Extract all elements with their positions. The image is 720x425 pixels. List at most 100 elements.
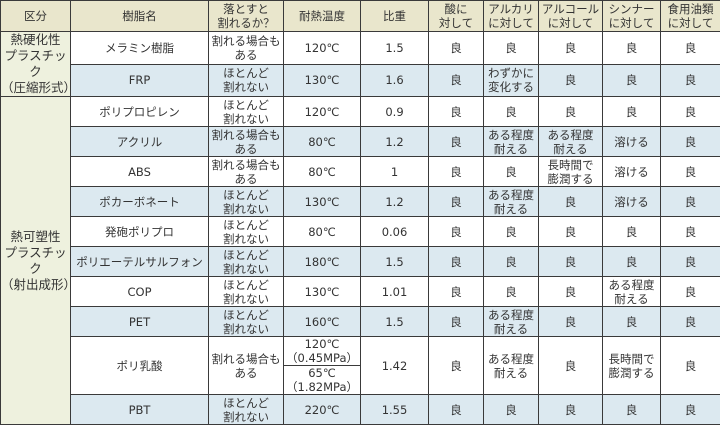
specific-gravity-cell: 1.2 xyxy=(361,127,429,157)
acid-cell: 良 xyxy=(429,337,484,395)
specific-gravity-cell: 0.9 xyxy=(361,97,429,127)
header-drop-resistance: 落とすと 割れるか？ xyxy=(209,1,284,32)
resin-name-cell: ポリ乳酸 xyxy=(71,337,209,395)
heat-resistance-cell: 80℃ xyxy=(284,157,361,187)
edible-oil-cell: 良 xyxy=(661,217,720,247)
heat-resistance-cell: 180℃ xyxy=(284,247,361,277)
resin-name-cell: アクリル xyxy=(71,127,209,157)
heat-resistance-cell: 80℃ xyxy=(284,217,361,247)
acid-cell: 良 xyxy=(429,307,484,337)
alkali-cell: ある程度 耐える xyxy=(484,127,539,157)
alcohol-cell: 良 xyxy=(539,277,603,307)
thinner-cell: 溶ける xyxy=(603,157,661,187)
resin-name-cell: 発砲ポリプロ xyxy=(71,217,209,247)
alkali-cell: 良 xyxy=(484,97,539,127)
resin-name-cell: COP xyxy=(71,277,209,307)
drop-resistance-cell: ほとんど 割れない xyxy=(209,217,284,247)
thinner-cell: 良 xyxy=(603,247,661,277)
resin-name-cell: FRP xyxy=(71,64,209,97)
drop-resistance-cell: ほとんど 割れない xyxy=(209,64,284,97)
acid-cell: 良 xyxy=(429,217,484,247)
alcohol-cell: 良 xyxy=(539,395,603,425)
header-alcohol: アルコール に対して xyxy=(539,1,603,32)
resin-name-cell: ポカーボネート xyxy=(71,187,209,217)
heat-resistance-cell: 130℃ xyxy=(284,277,361,307)
category-cell: 熱可塑性 プラスチック （射出成形） xyxy=(1,97,71,425)
specific-gravity-cell: 1.42 xyxy=(361,337,429,395)
edible-oil-cell: 良 xyxy=(661,157,720,187)
resin-name-cell: PET xyxy=(71,307,209,337)
alcohol-cell: 良 xyxy=(539,97,603,127)
resin-name-cell: PBT xyxy=(71,395,209,425)
alcohol-cell: 良 xyxy=(539,247,603,277)
category-cell: 熱硬化性 プラスチック （圧縮形式） xyxy=(1,32,71,97)
thinner-cell: 溶ける xyxy=(603,127,661,157)
acid-cell: 良 xyxy=(429,32,484,65)
specific-gravity-cell: 1.2 xyxy=(361,187,429,217)
edible-oil-cell: 良 xyxy=(661,337,720,395)
edible-oil-cell: 良 xyxy=(661,64,720,97)
specific-gravity-cell: 1.55 xyxy=(361,395,429,425)
alcohol-cell: 良 xyxy=(539,217,603,247)
drop-resistance-cell: ほとんど 割れない xyxy=(209,395,284,425)
drop-resistance-cell: 割れる場合も ある xyxy=(209,157,284,187)
header-alkali: アルカリ に対して xyxy=(484,1,539,32)
drop-resistance-cell: 割れる場合も ある xyxy=(209,32,284,65)
heat-resistance-cell: 120℃ （0.45MPa） xyxy=(284,337,361,366)
drop-resistance-cell: ほとんど 割れない xyxy=(209,307,284,337)
specific-gravity-cell: 1.5 xyxy=(361,247,429,277)
resin-name-cell: ポリエーテルサルフォン xyxy=(71,247,209,277)
specific-gravity-cell: 1.01 xyxy=(361,277,429,307)
specific-gravity-cell: 1.5 xyxy=(361,307,429,337)
edible-oil-cell: 良 xyxy=(661,187,720,217)
heat-resistance-cell: 220℃ xyxy=(284,395,361,425)
specific-gravity-cell: 1 xyxy=(361,157,429,187)
acid-cell: 良 xyxy=(429,277,484,307)
alkali-cell: ある程度 耐える xyxy=(484,187,539,217)
thinner-cell: 良 xyxy=(603,64,661,97)
acid-cell: 良 xyxy=(429,157,484,187)
thinner-cell: ある程度 耐える xyxy=(603,277,661,307)
heat-resistance-cell: 120℃ xyxy=(284,97,361,127)
resin-name-cell: ABS xyxy=(71,157,209,187)
thinner-cell: 良 xyxy=(603,97,661,127)
edible-oil-cell: 良 xyxy=(661,277,720,307)
thinner-cell: 良 xyxy=(603,395,661,425)
thinner-cell: 良 xyxy=(603,307,661,337)
alkali-cell: 良 xyxy=(484,32,539,65)
header-specific-gravity: 比重 xyxy=(361,1,429,32)
specific-gravity-cell: 0.06 xyxy=(361,217,429,247)
edible-oil-cell: 良 xyxy=(661,32,720,65)
alkali-cell: 良 xyxy=(484,157,539,187)
thinner-cell: 良 xyxy=(603,217,661,247)
alcohol-cell: 良 xyxy=(539,187,603,217)
header-row: 区分樹脂名落とすと 割れるか？耐熱温度比重酸に 対してアルカリ に対してアルコー… xyxy=(1,1,720,32)
edible-oil-cell: 良 xyxy=(661,307,720,337)
edible-oil-cell: 良 xyxy=(661,247,720,277)
edible-oil-cell: 良 xyxy=(661,395,720,425)
acid-cell: 良 xyxy=(429,247,484,277)
heat-resistance-cell: 130℃ xyxy=(284,64,361,97)
specific-gravity-cell: 1.5 xyxy=(361,32,429,65)
alkali-cell: 良 xyxy=(484,277,539,307)
header-edible-oil: 食用油類 に対して xyxy=(661,1,720,32)
alcohol-cell: 長時間で 膨潤する xyxy=(539,157,603,187)
edible-oil-cell: 良 xyxy=(661,97,720,127)
header-thinner: シンナー に対して xyxy=(603,1,661,32)
thinner-cell: 長時間で 膨潤する xyxy=(603,337,661,395)
alcohol-cell: 良 xyxy=(539,32,603,65)
specific-gravity-cell: 1.6 xyxy=(361,64,429,97)
header-resin-name: 樹脂名 xyxy=(71,1,209,32)
heat-resistance-cell: 65℃ （1.82MPa） xyxy=(284,366,361,395)
alkali-cell: 良 xyxy=(484,395,539,425)
acid-cell: 良 xyxy=(429,97,484,127)
drop-resistance-cell: ほとんど 割れない xyxy=(209,97,284,127)
